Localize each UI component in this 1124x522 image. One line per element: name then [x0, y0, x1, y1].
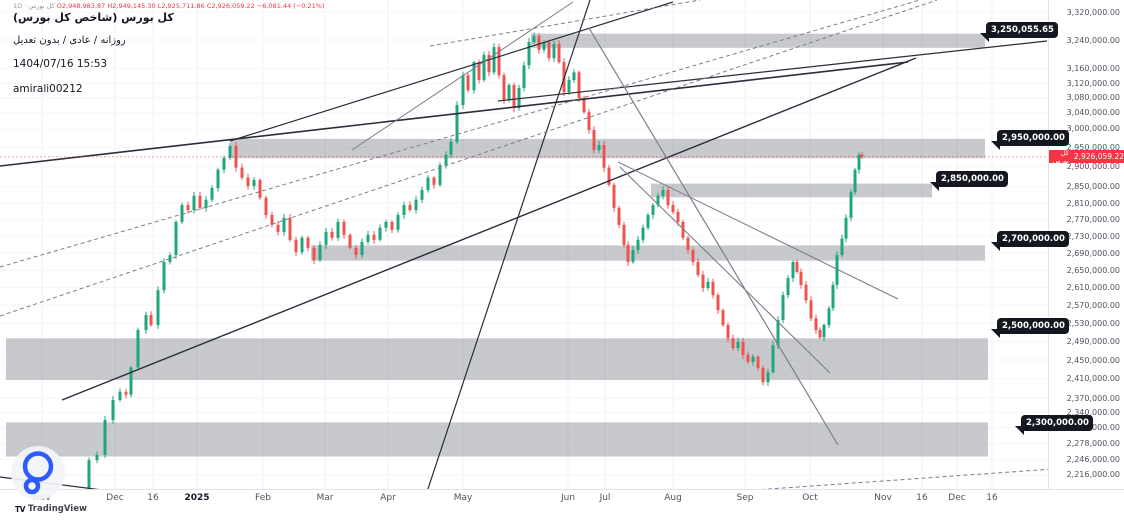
- zone-2300000: [6, 422, 988, 457]
- username-label: amirali00212: [13, 83, 83, 95]
- gridlines: [41, 0, 993, 489]
- chart-plot-area[interactable]: [0, 0, 1048, 489]
- upper-channel-line: [0, 61, 909, 167]
- dashed-rising-2: [0, 0, 938, 317]
- symbol-title: کل بورس (شاخص کل بورس): [13, 11, 174, 24]
- current-price-label[interactable]: کل بورس 2,926,059.22: [1049, 148, 1124, 165]
- price-tick-label: 3,240,000.00: [1066, 35, 1120, 45]
- dashed-bottom: [761, 468, 1048, 489]
- price-tick-label: 2,730,000.00: [1066, 231, 1120, 241]
- time-tick-label: May: [453, 493, 473, 503]
- downtrend-steep: [588, 27, 839, 446]
- zone-2950000: [231, 138, 985, 159]
- price-tick-label: 2,770,000.00: [1066, 214, 1120, 224]
- time-tick-label: 16: [916, 493, 928, 503]
- dotted-top: [429, 0, 701, 47]
- price-axis[interactable]: 3,320,000.00 3,240,000.00 3,160,000.00 3,12…: [1048, 0, 1124, 489]
- time-tick-label: 16: [986, 493, 998, 503]
- price-tick-label: 2,690,000.00: [1066, 248, 1120, 258]
- price-tick-label: 2,370,000.00: [1066, 393, 1120, 403]
- time-tick-label: Apr: [380, 493, 396, 503]
- long-support-line: [61, 57, 917, 401]
- time-tick-label: Oct: [802, 493, 818, 503]
- time-tick-label: Mar: [316, 493, 334, 503]
- time-axis[interactable]: NovDec162025FebMarAprMayJunJulAugSepOctN…: [0, 489, 1124, 506]
- zone-3250000: [531, 33, 985, 48]
- top-right-line: [497, 40, 1048, 102]
- price-tick-label: 2,900,000.00: [1066, 162, 1120, 172]
- downtrend-shallow: [617, 161, 899, 300]
- zone-2500000: [6, 338, 988, 380]
- time-tick-label: Nov: [874, 493, 892, 503]
- chart-datetime: 1404/07/16 15:53: [13, 58, 108, 70]
- zone-2850000: [651, 183, 932, 198]
- price-tick-label: 2,810,000.00: [1066, 198, 1120, 208]
- price-tick-label: 3,120,000.00: [1066, 78, 1120, 88]
- time-tick-label: Dec: [106, 493, 124, 503]
- price-tick-label: 2,310,000.00: [1066, 422, 1120, 432]
- price-tick-label: 3,320,000.00: [1066, 7, 1120, 17]
- downtrend-mid: [619, 166, 831, 374]
- price-tick-label: 3,160,000.00: [1066, 64, 1120, 74]
- wedge-line: [351, 1, 574, 151]
- current-price-symbol: کل بورس: [1052, 148, 1069, 165]
- price-tick-label: 2,278,000.00: [1066, 438, 1120, 448]
- time-tick-label: Feb: [255, 493, 271, 503]
- jan-peak-trendline: [229, 1, 674, 142]
- time-tick-label: Dec: [948, 493, 966, 503]
- time-tick-label: Sep: [736, 493, 754, 503]
- price-tick-label: 2,530,000.00: [1066, 318, 1120, 328]
- ohlc-legend[interactable]: کل بورس · 1D O2,948,983.87 H2,949,145.30…: [13, 2, 324, 10]
- time-tick-label: 2025: [184, 493, 210, 503]
- price-tick-label: 2,450,000.00: [1066, 355, 1120, 365]
- broker-logo-icon: [11, 446, 65, 500]
- price-tick-label: 2,340,000.00: [1066, 408, 1120, 418]
- price-tick-label: 2,570,000.00: [1066, 300, 1120, 310]
- zone-2700000: [311, 245, 985, 261]
- legend-symbol: کل بورس · 1D: [13, 2, 55, 10]
- timeframe-subtitle: روزانه / عادی / بدون تعدیل: [13, 35, 126, 46]
- candlestick-series: [87, 32, 864, 489]
- time-tick-label: Jul: [599, 493, 611, 503]
- price-tick-label: 2,246,000.00: [1066, 455, 1120, 465]
- price-tick-label: 3,000,000.00: [1066, 123, 1120, 133]
- tradingview-logo-icon: TV: [15, 504, 25, 514]
- price-tick-label: 3,040,000.00: [1066, 108, 1120, 118]
- supply-demand-zones[interactable]: [6, 33, 988, 457]
- time-tick-label: Jun: [560, 493, 576, 503]
- current-price-value: 2,926,059.22: [1073, 152, 1124, 162]
- price-tick-label: 2,850,000.00: [1066, 182, 1120, 192]
- time-tick-label: 16: [147, 493, 159, 503]
- tradingview-label: TradingView: [27, 504, 87, 514]
- price-tick-label: 2,950,000.00: [1066, 142, 1120, 152]
- price-tick-label: 2,610,000.00: [1066, 283, 1120, 293]
- time-tick-label: Aug: [664, 493, 682, 503]
- price-tick-label: 3,080,000.00: [1066, 93, 1120, 103]
- steep-may-line: [427, 0, 591, 489]
- price-tick-label: 2,490,000.00: [1066, 336, 1120, 346]
- price-tick-label: 2,216,000.00: [1066, 470, 1120, 480]
- tradingview-watermark[interactable]: TV TradingView: [15, 504, 87, 514]
- legend-ohlc-values: O2,948,983.87 H2,949,145.30 L2,925,711.8…: [56, 2, 325, 10]
- price-tick-label: 2,650,000.00: [1066, 265, 1120, 275]
- price-tick-label: 2,410,000.00: [1066, 374, 1120, 384]
- dashed-rising-1: [0, 0, 921, 268]
